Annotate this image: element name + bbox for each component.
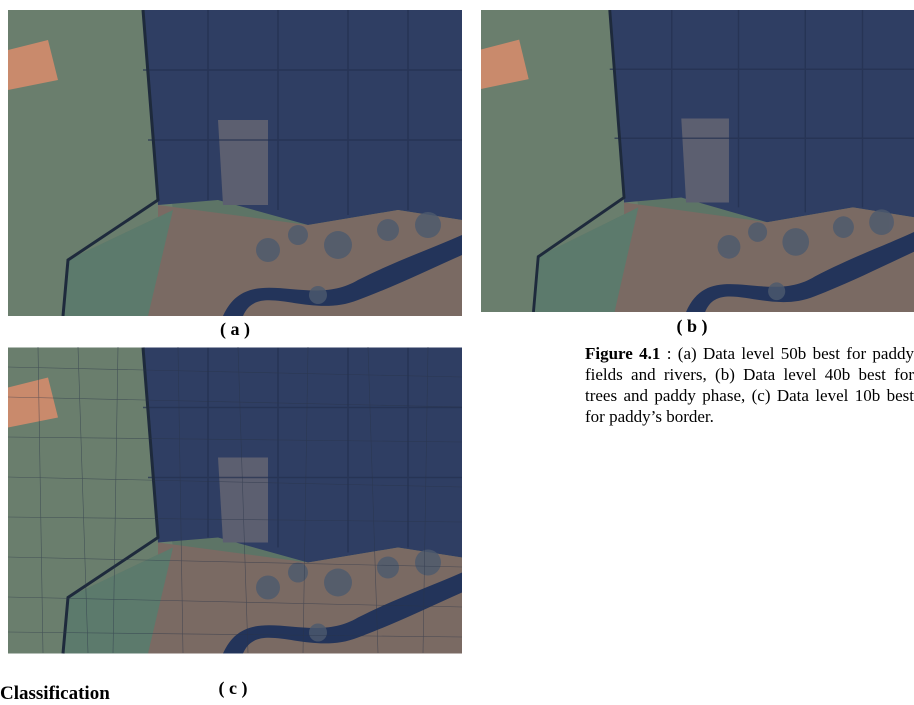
section-heading: Classification [0, 683, 110, 705]
satellite-image-a [8, 10, 462, 316]
satellite-image-c [8, 347, 462, 654]
figure-caption: Figure 4.1 : (a) Data level 50b best for… [585, 343, 914, 427]
panel-label: ( c ) [193, 678, 273, 699]
panel-label: ( b ) [652, 316, 732, 337]
page: ( a ) ( b ) ( c ) Figure 4.1 : (a) Data … [0, 0, 914, 701]
panel-label: ( a ) [195, 319, 275, 340]
caption-prefix: Figure 4.1 [585, 344, 660, 363]
satellite-image-b [481, 10, 914, 312]
